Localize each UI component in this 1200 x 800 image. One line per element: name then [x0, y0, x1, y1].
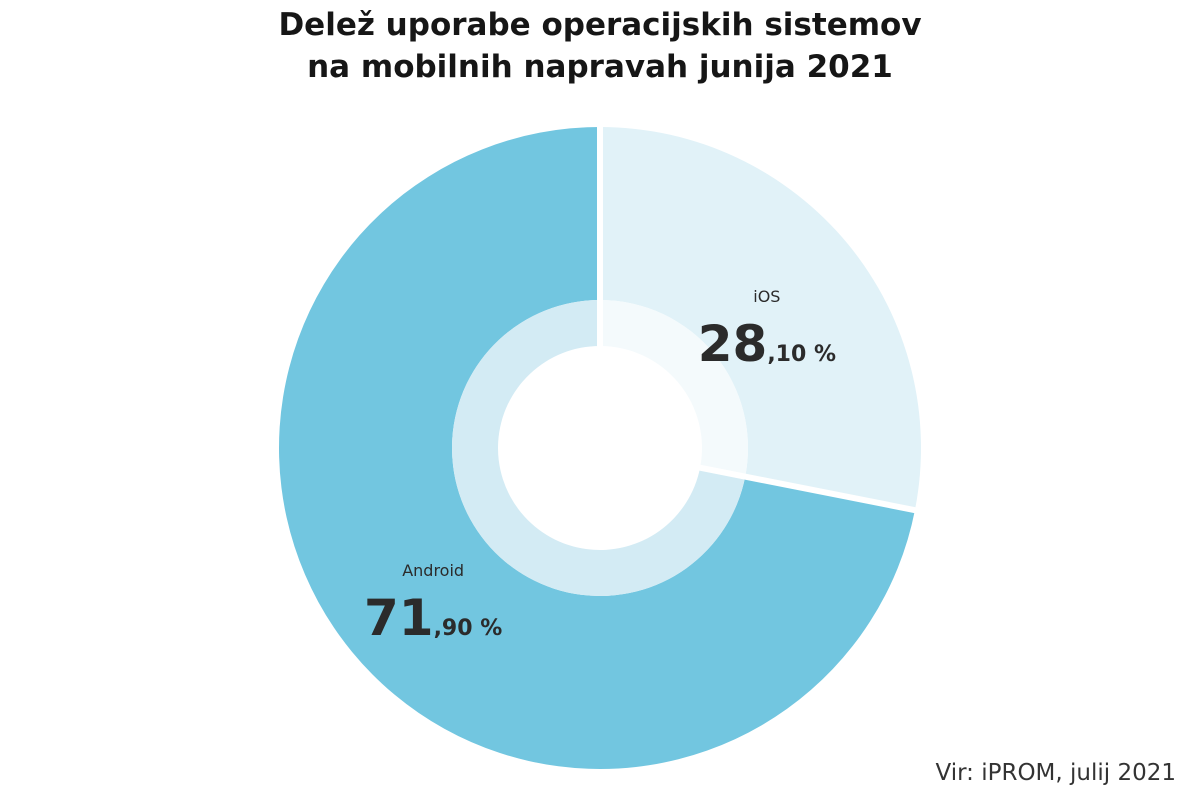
slice-value-android: 71,90 % [364, 589, 502, 647]
slice-ios-inner-ring [600, 300, 748, 477]
slice-android [278, 127, 915, 769]
slice-value-decimal: ,90 % [434, 616, 503, 641]
slice-separator [697, 464, 918, 514]
slice-ios [600, 127, 921, 511]
slice-value-integer: 71 [364, 589, 434, 647]
chart-title-line-1: Delež uporabe operacijskih sistemov [278, 7, 922, 43]
chart-title-line-2: na mobilnih napravah junija 2021 [307, 49, 893, 85]
slice-value-decimal: ,10 % [767, 342, 836, 367]
source-note: Vir: iPROM, julij 2021 [935, 760, 1176, 786]
slice-value-ios: 28,10 % [698, 315, 836, 373]
slice-value-integer: 28 [698, 315, 768, 373]
slice-android-inner-ring [452, 300, 746, 597]
chart-title: Delež uporabe operacijskih sistemov na m… [0, 4, 1200, 88]
slice-label-ios: iOS [753, 287, 780, 306]
slice-label-android: Android [402, 561, 464, 580]
